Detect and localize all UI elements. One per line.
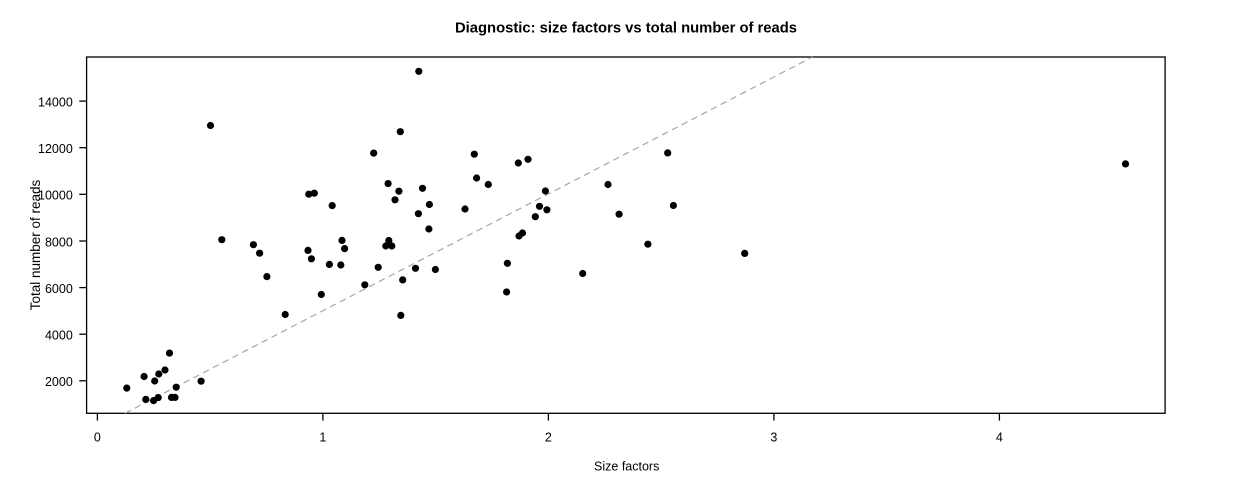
svg-text:Size factors: Size factors [594, 459, 659, 473]
svg-text:1: 1 [319, 431, 326, 445]
svg-text:14000: 14000 [38, 95, 73, 109]
svg-text:12000: 12000 [38, 142, 73, 156]
svg-text:2: 2 [545, 431, 552, 445]
svg-text:Total number of reads: Total number of reads [28, 179, 43, 310]
svg-text:0: 0 [94, 431, 101, 445]
svg-text:10000: 10000 [38, 189, 73, 203]
svg-text:4: 4 [996, 431, 1003, 445]
svg-text:6000: 6000 [45, 282, 73, 296]
svg-text:4000: 4000 [45, 329, 73, 343]
svg-text:2000: 2000 [45, 375, 73, 389]
svg-text:Diagnostic: size factors vs to: Diagnostic: size factors vs total number… [455, 20, 797, 36]
svg-text:3: 3 [770, 431, 777, 445]
svg-text:8000: 8000 [45, 235, 73, 249]
